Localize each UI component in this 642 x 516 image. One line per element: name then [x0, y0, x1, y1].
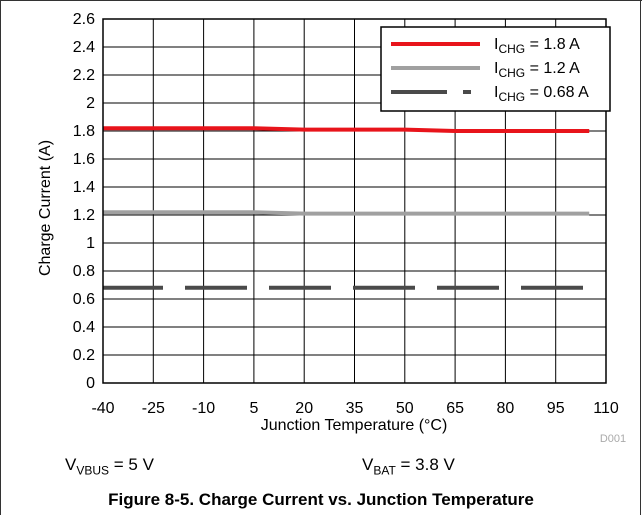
- x-axis-label: Junction Temperature (°C): [261, 417, 448, 434]
- condition-vbus-rest: = 5 V: [109, 455, 154, 474]
- x-tick-label: 110: [593, 400, 619, 417]
- y-tick-label: 2.6: [73, 11, 95, 28]
- condition-vbat: VBAT = 3.8 V: [362, 455, 455, 477]
- y-tick-label: 2.2: [73, 67, 95, 84]
- y-tick-label: 0.4: [73, 319, 95, 336]
- x-tick-label: 5: [249, 400, 258, 417]
- y-tick-label: 1.2: [73, 207, 95, 224]
- y-tick-label: 1.6: [73, 151, 95, 168]
- condition-vbat-main: V: [362, 455, 373, 474]
- condition-vbat-rest: = 3.8 V: [396, 455, 455, 474]
- y-tick-label: 0.8: [73, 263, 95, 280]
- x-tick-label: -10: [192, 400, 215, 417]
- y-tick-label: 0.6: [73, 291, 95, 308]
- condition-vbus: VVBUS = 5 V: [65, 455, 154, 477]
- y-tick-label: 1.8: [73, 123, 95, 140]
- y-tick-label: 1: [86, 235, 95, 252]
- y-tick-label: 2.4: [73, 39, 95, 56]
- x-tick-label: 95: [547, 400, 565, 417]
- condition-vbus-sub: VBUS: [76, 463, 109, 477]
- y-axis-label: Charge Current (A): [37, 140, 54, 276]
- x-tick-label: 35: [346, 400, 364, 417]
- condition-vbus-main: V: [65, 455, 76, 474]
- y-tick-labels: 0 0.2 0.4 0.6 0.8 1 1.2 1.4 1.6 1.8 2 2.2 2.4 2.6: [73, 11, 95, 392]
- watermark-id: D001: [600, 433, 626, 445]
- x-tick-label: 50: [396, 400, 414, 417]
- x-tick-label: 80: [497, 400, 515, 417]
- x-tick-label: 20: [295, 400, 313, 417]
- x-tick-labels: -40 -25 -10 5 20 35 50 65 80 95 110: [91, 400, 618, 417]
- y-tick-label: 1.4: [73, 179, 95, 196]
- y-tick-label: 0.2: [73, 347, 95, 364]
- y-tick-label: 2: [86, 95, 95, 112]
- series-lines: [103, 128, 589, 288]
- series-line-2: [103, 212, 589, 213]
- x-tick-label: -40: [91, 400, 114, 417]
- condition-vbat-sub: BAT: [373, 463, 395, 477]
- y-tick-label: 0: [86, 375, 95, 392]
- x-tick-label: 65: [446, 400, 464, 417]
- figure-caption: Figure 8-5. Charge Current vs. Junction …: [0, 490, 642, 510]
- x-tick-label: -25: [142, 400, 165, 417]
- charge-current-chart: -40 -25 -10 5 20 35 50 65 80 95 110 0 0.2 0.4 0.6 0.8 1…: [0, 0, 642, 450]
